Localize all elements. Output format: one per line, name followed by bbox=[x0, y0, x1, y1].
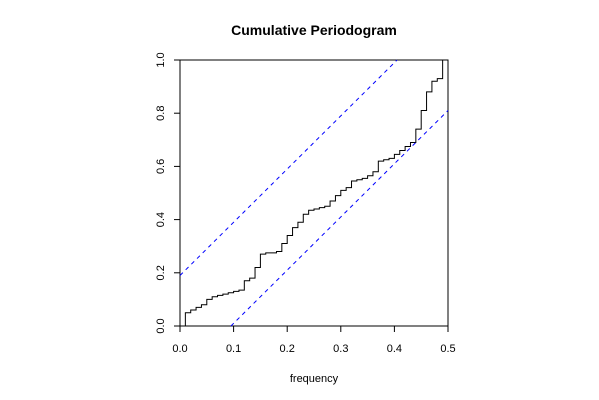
x-tick-label: 0.4 bbox=[387, 343, 402, 355]
plot-frame bbox=[179, 59, 449, 327]
x-tick-label: 0.5 bbox=[440, 343, 455, 355]
x-tick-label: 0.0 bbox=[172, 343, 187, 355]
confidence-line bbox=[230, 110, 449, 327]
x-tick-label: 0.3 bbox=[333, 343, 348, 355]
x-tick-label: 0.2 bbox=[280, 343, 295, 355]
y-tick-label: 1.0 bbox=[155, 52, 167, 67]
y-tick-label: 0.2 bbox=[155, 265, 167, 280]
y-tick-label: 0.6 bbox=[155, 159, 167, 174]
confidence-line bbox=[179, 59, 398, 276]
y-tick-label: 0.4 bbox=[155, 212, 167, 227]
y-tick-label: 0.8 bbox=[155, 106, 167, 121]
x-tick-label: 0.1 bbox=[226, 343, 241, 355]
y-tick-label: 0.0 bbox=[155, 318, 167, 333]
cumulative-periodogram bbox=[184, 60, 444, 326]
x-axis-label: frequency bbox=[290, 373, 339, 385]
chart-title: Cumulative Periodogram bbox=[231, 22, 397, 38]
